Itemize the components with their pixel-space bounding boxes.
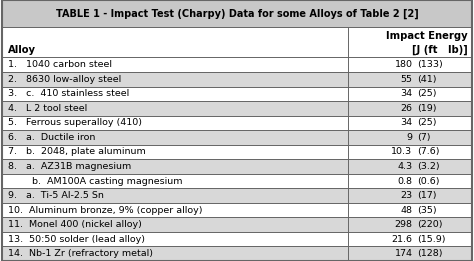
- Bar: [2, 145, 472, 159]
- Text: 48: 48: [401, 206, 412, 215]
- Bar: [2, 101, 472, 116]
- Text: 180: 180: [394, 60, 412, 69]
- Text: (17): (17): [418, 191, 437, 200]
- Text: 174: 174: [394, 249, 412, 258]
- Bar: [2, 86, 472, 101]
- Text: (7): (7): [418, 133, 431, 142]
- Bar: [2, 159, 472, 174]
- Text: 1.   1040 carbon steel: 1. 1040 carbon steel: [8, 60, 112, 69]
- Bar: [2, 203, 472, 217]
- Text: 34: 34: [401, 118, 412, 127]
- Text: 3.   c.  410 stainless steel: 3. c. 410 stainless steel: [8, 89, 129, 98]
- Text: 14.  Nb-1 Zr (refractory metal): 14. Nb-1 Zr (refractory metal): [8, 249, 153, 258]
- Text: Impact Energy: Impact Energy: [386, 31, 468, 41]
- Text: 26: 26: [401, 104, 412, 113]
- Text: 9: 9: [407, 133, 412, 142]
- Text: (25): (25): [418, 118, 437, 127]
- Text: 10.  Aluminum bronze, 9% (copper alloy): 10. Aluminum bronze, 9% (copper alloy): [8, 206, 202, 215]
- Text: 11.  Monel 400 (nickel alloy): 11. Monel 400 (nickel alloy): [8, 220, 142, 229]
- Text: (19): (19): [418, 104, 437, 113]
- Text: (15.9): (15.9): [418, 235, 446, 244]
- Text: 13.  50:50 solder (lead alloy): 13. 50:50 solder (lead alloy): [8, 235, 145, 244]
- Text: 10.3: 10.3: [392, 147, 412, 156]
- Text: (25): (25): [418, 89, 437, 98]
- Text: 34: 34: [401, 89, 412, 98]
- Text: 21.6: 21.6: [392, 235, 412, 244]
- Text: 2.   8630 low-alloy steel: 2. 8630 low-alloy steel: [8, 75, 121, 84]
- Text: (35): (35): [418, 206, 437, 215]
- Text: 9.   a.  Ti-5 Al-2.5 Sn: 9. a. Ti-5 Al-2.5 Sn: [8, 191, 104, 200]
- Bar: [2, 232, 472, 246]
- Text: 4.3: 4.3: [397, 162, 412, 171]
- Text: (3.2): (3.2): [418, 162, 440, 171]
- Text: b.  AM100A casting magnesium: b. AM100A casting magnesium: [8, 176, 182, 186]
- Bar: [2, 57, 472, 72]
- Text: 298: 298: [394, 220, 412, 229]
- Text: Alloy: Alloy: [8, 45, 36, 55]
- Text: 4.   L 2 tool steel: 4. L 2 tool steel: [8, 104, 87, 113]
- Text: 5.   Ferrous superalloy (410): 5. Ferrous superalloy (410): [8, 118, 142, 127]
- Bar: [2, 72, 472, 86]
- Text: 55: 55: [401, 75, 412, 84]
- Bar: [2, 0, 472, 27]
- Text: TABLE 1 - Impact Test (Charpy) Data for some Alloys of Table 2 [2]: TABLE 1 - Impact Test (Charpy) Data for …: [55, 9, 419, 19]
- Text: 0.8: 0.8: [398, 176, 412, 186]
- Text: (7.6): (7.6): [418, 147, 440, 156]
- Text: (133): (133): [418, 60, 443, 69]
- Bar: [2, 246, 472, 261]
- Text: 7.   b.  2048, plate aluminum: 7. b. 2048, plate aluminum: [8, 147, 146, 156]
- Text: 6.   a.  Ductile iron: 6. a. Ductile iron: [8, 133, 95, 142]
- Text: (220): (220): [418, 220, 443, 229]
- Bar: [2, 188, 472, 203]
- Bar: [2, 217, 472, 232]
- Text: 23: 23: [401, 191, 412, 200]
- Bar: [2, 116, 472, 130]
- Bar: [2, 130, 472, 145]
- Bar: [2, 27, 472, 57]
- Text: (128): (128): [418, 249, 443, 258]
- Text: 8.   a.  AZ31B magnesium: 8. a. AZ31B magnesium: [8, 162, 131, 171]
- Text: [J (ft   lb)]: [J (ft lb)]: [412, 45, 468, 55]
- Bar: [2, 174, 472, 188]
- Text: (0.6): (0.6): [418, 176, 440, 186]
- Text: (41): (41): [418, 75, 437, 84]
